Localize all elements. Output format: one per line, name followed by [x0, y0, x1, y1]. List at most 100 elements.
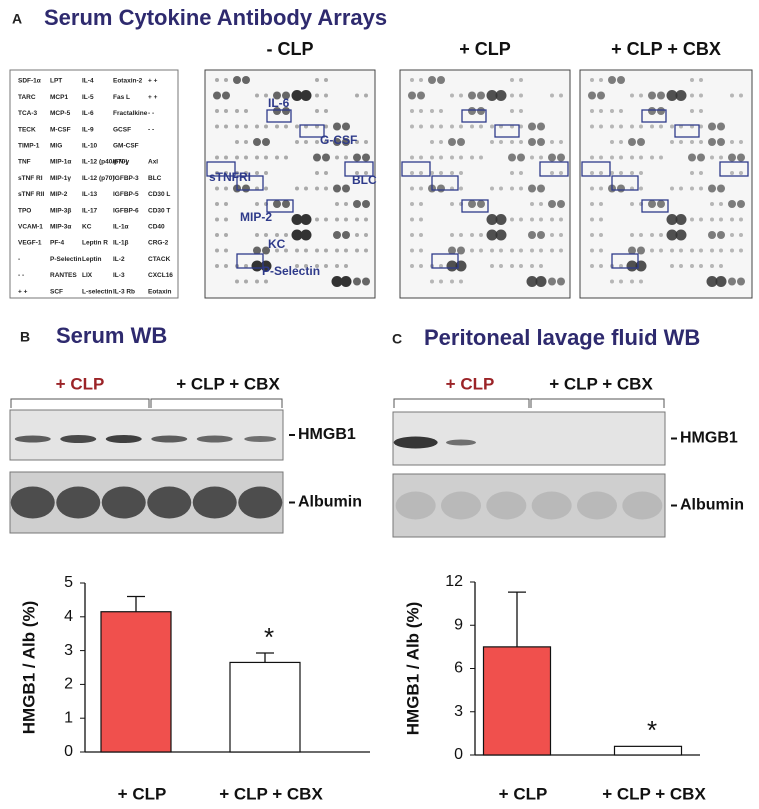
- blot-band: [446, 439, 476, 446]
- legend-cell: TIMP-1: [18, 143, 40, 150]
- legend-cell: IL-12 (p40/p70): [82, 159, 128, 166]
- array-spot: [679, 186, 683, 191]
- group-label: + CLP + CBX: [549, 374, 653, 393]
- highlight-box: [266, 199, 294, 213]
- array-spot: [282, 107, 290, 115]
- array-spot: [675, 90, 687, 101]
- array-spot: [295, 124, 299, 129]
- array-spot: [690, 217, 694, 222]
- array-spot: [699, 217, 703, 222]
- array-spot: [537, 231, 545, 239]
- array-spot: [419, 124, 423, 129]
- array-spot: [408, 91, 416, 100]
- array-spot: [439, 171, 443, 175]
- array-spot: [264, 233, 268, 237]
- array-spot: [353, 200, 361, 208]
- x-tick-label: + CLP + CBX: [219, 784, 323, 803]
- highlight-box: [581, 161, 611, 177]
- array-spot: [457, 138, 465, 146]
- bar: [100, 611, 172, 753]
- legend-cell: + +: [148, 94, 158, 101]
- highlight-box: [539, 161, 569, 177]
- array-spot: [410, 248, 414, 253]
- array-spot: [253, 138, 261, 146]
- array-spot: [610, 140, 614, 144]
- array-spot: [559, 140, 563, 144]
- array-spot: [659, 155, 663, 160]
- array-spot: [428, 76, 436, 84]
- array-spot: [715, 276, 727, 287]
- array-spot: [215, 202, 219, 206]
- array-spot: [344, 155, 348, 160]
- array-spot: [548, 277, 556, 286]
- array-spot: [526, 276, 538, 287]
- array-spot: [495, 214, 507, 225]
- array-spot: [659, 248, 663, 253]
- y-tick-label: 0: [64, 743, 73, 760]
- array-spot: [304, 248, 308, 253]
- array-spot: [315, 78, 319, 82]
- array-spot: [710, 248, 714, 253]
- array-spot: [730, 140, 734, 144]
- legend-cell: Axl: [148, 159, 158, 166]
- array-spot: [353, 277, 361, 286]
- array-spot: [410, 202, 414, 206]
- array-spot: [282, 200, 290, 208]
- legend-box: [9, 69, 179, 299]
- array-spot: [295, 248, 299, 253]
- array-spot: [344, 217, 348, 222]
- y-tick-label: 12: [445, 573, 463, 590]
- array-spot: [630, 171, 634, 175]
- array-spot: [699, 186, 703, 191]
- array-spot: [215, 78, 219, 82]
- array-spot: [639, 93, 643, 98]
- array-spot: [619, 155, 623, 160]
- array-spot: [519, 248, 523, 253]
- array-annotation: P-Selectin: [262, 264, 320, 278]
- legend-cell: MIP-2: [50, 191, 68, 198]
- array-spot: [670, 124, 674, 129]
- array-spot: [335, 202, 339, 206]
- array-spot: [657, 91, 665, 100]
- array-spot: [657, 107, 665, 115]
- array-spot: [313, 153, 321, 162]
- array-spot: [550, 140, 554, 144]
- array-spot: [670, 140, 674, 144]
- legend-cell: + +: [148, 78, 158, 85]
- array-spot: [273, 107, 281, 115]
- array-spot: [324, 109, 328, 113]
- array-spot: [619, 171, 623, 175]
- array-spot: [499, 140, 503, 144]
- blot-band: [105, 435, 142, 443]
- y-tick-label: 4: [64, 608, 73, 625]
- error-bar: [127, 595, 145, 612]
- array-spot: [439, 264, 443, 268]
- array-spot: [690, 109, 694, 113]
- legend-cell: VCAM-1: [18, 224, 43, 231]
- y-tick-label: 3: [64, 642, 73, 659]
- array-spot: [590, 109, 594, 113]
- array-spot: [235, 279, 239, 284]
- array-spot: [659, 233, 663, 237]
- array-spot: [419, 233, 423, 237]
- array-spot: [215, 233, 219, 237]
- array-spot: [222, 91, 230, 100]
- array-spot: [335, 264, 339, 268]
- array-spot: [599, 217, 603, 222]
- array-spot: [648, 107, 656, 115]
- legend-cell: Eotaxin: [148, 288, 172, 295]
- array-spot: [410, 109, 414, 113]
- blot-band: [151, 435, 188, 443]
- array-spot: [590, 78, 594, 82]
- array-spot: [315, 171, 319, 175]
- legend-cell: LIX: [82, 272, 93, 279]
- array-spot: [342, 184, 350, 193]
- blot-band: [395, 491, 436, 520]
- array-spot: [331, 276, 343, 287]
- array-annotation: G-CSF: [320, 133, 357, 147]
- array-spot: [650, 155, 654, 160]
- y-axis-label: HMGB1 / Alb (%): [19, 601, 38, 734]
- array-spot: [530, 217, 534, 222]
- array-spot: [539, 155, 543, 160]
